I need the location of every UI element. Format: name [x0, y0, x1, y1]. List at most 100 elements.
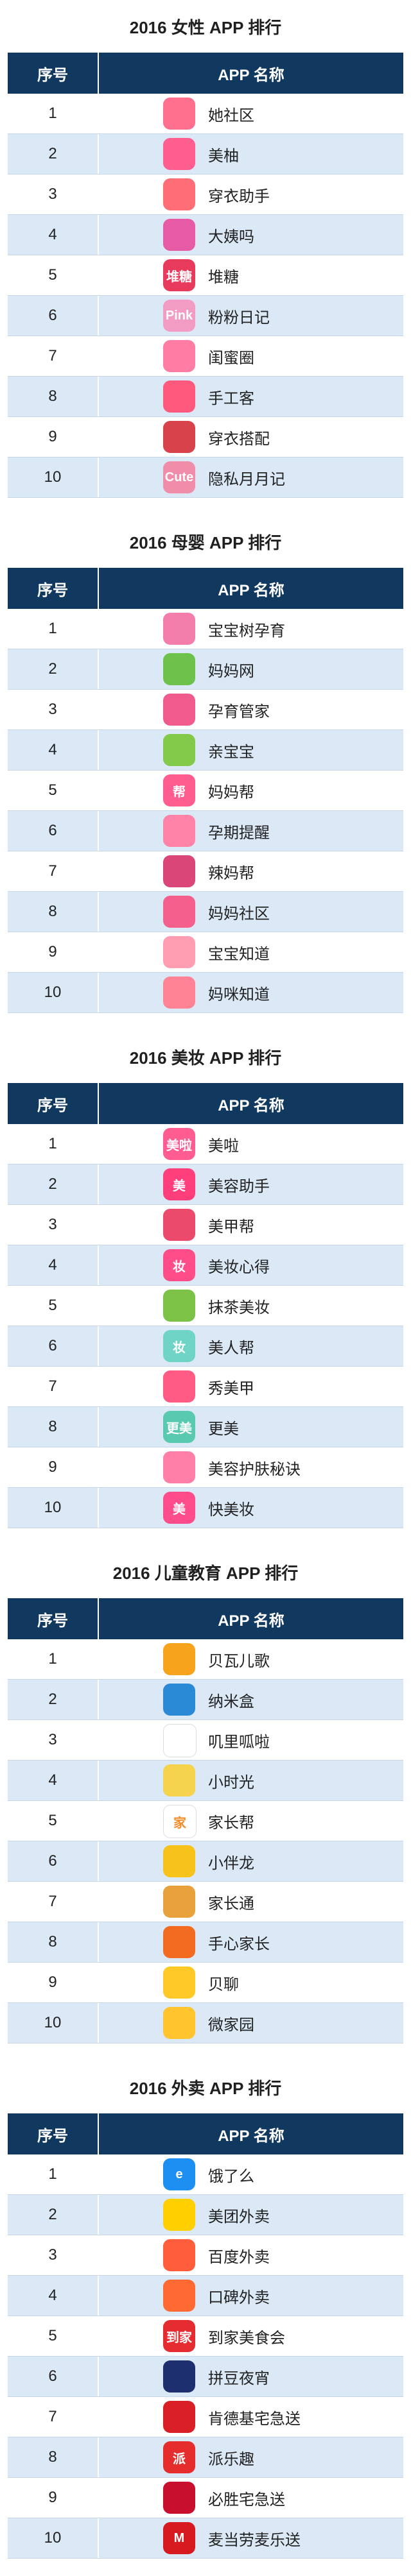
- app-cell: 穿衣搭配: [99, 417, 403, 457]
- table-row: 4 妆 美妆心得: [8, 1245, 403, 1286]
- ranking-table: 序号 APP 名称 1 宝宝树孕育 2 妈妈网: [8, 568, 403, 1013]
- beauty-icon: 美: [163, 1168, 195, 1200]
- rank-cell: 2: [8, 1680, 99, 1719]
- table-row: 10 微家园: [8, 2003, 403, 2043]
- table-row: 6 Pink 粉粉日记: [8, 296, 403, 336]
- app-name: 必胜宅急送: [208, 2491, 285, 2509]
- app-cell: 抹茶美妆: [99, 1286, 403, 1326]
- pregnant-icon: [163, 694, 195, 726]
- matcha-icon: [163, 1290, 195, 1322]
- app-name: 宝宝树孕育: [208, 622, 285, 640]
- app-cell: 纳米盒: [99, 1680, 403, 1719]
- makeup-icon: 妆: [163, 1249, 195, 1281]
- app-cell: 美啦 美啦: [99, 1124, 403, 1164]
- table-row: 5 堆糖 堆糖: [8, 255, 403, 296]
- app-cell: 派 派乐趣: [99, 2437, 403, 2477]
- rank-cell: 9: [8, 417, 99, 457]
- bear-icon: [163, 1643, 195, 1675]
- parent-icon: 家: [163, 1805, 197, 1838]
- rank-cell: 6: [8, 811, 99, 851]
- table-row: 9 贝聊: [8, 1963, 403, 2003]
- ranking-section: 2016 女性 APP 排行 序号 APP 名称 1 她社区 2 美: [0, 0, 411, 515]
- app-cell: 美团外卖: [99, 2195, 403, 2235]
- manicure-icon: [163, 1370, 195, 1403]
- rank-cell: 4: [8, 2276, 99, 2316]
- table-row: 7 辣妈帮: [8, 851, 403, 892]
- rank-cell: 2: [8, 2195, 99, 2235]
- app-cell: 亲宝宝: [99, 730, 403, 770]
- table-row: 8 手工客: [8, 377, 403, 417]
- app-cell: 更美 更美: [99, 1407, 403, 1447]
- app-name: 妈妈社区: [208, 905, 270, 923]
- app-name: 闺蜜圈: [208, 349, 254, 367]
- tv-icon: [163, 1886, 195, 1918]
- rank-cell: 1: [8, 1639, 99, 1679]
- table-row: 1 宝宝树孕育: [8, 609, 403, 649]
- app-name: 美妆心得: [208, 1258, 270, 1276]
- mcdonalds-icon: M: [163, 2522, 195, 2554]
- kfc-icon: [163, 2401, 195, 2433]
- app-cell: 必胜宅急送: [99, 2478, 403, 2518]
- app-cell: 贝瓦儿歌: [99, 1639, 403, 1679]
- baby-icon: [163, 936, 195, 968]
- app-name: 亲宝宝: [208, 743, 254, 761]
- heart-icon: [163, 855, 195, 887]
- table-row: 9 美容护肤秘诀: [8, 1447, 403, 1488]
- app-name-column-header: APP 名称: [218, 1096, 284, 1114]
- rank-cell: 8: [8, 892, 99, 932]
- app-cell: 到家 到家美食会: [99, 2316, 403, 2356]
- table-row: 6 妆 美人帮: [8, 1326, 403, 1367]
- table-header: 序号 APP 名称: [8, 53, 403, 94]
- table-row: 6 孕期提醒: [8, 811, 403, 851]
- house-icon: [163, 896, 195, 928]
- table-row: 9 必胜宅急送: [8, 2478, 403, 2518]
- app-cell: 闺蜜圈: [99, 336, 403, 376]
- table-row: 10 Cute 隐私月月记: [8, 457, 403, 498]
- table-row: 5 帮 妈妈帮: [8, 771, 403, 811]
- rank-cell: 9: [8, 1447, 99, 1487]
- app-name: 堆糖: [208, 268, 239, 286]
- app-cell: 穿衣助手: [99, 175, 403, 214]
- daojia-icon: 到家: [163, 2320, 195, 2352]
- app-name: 贝瓦儿歌: [208, 1652, 270, 1670]
- app-name: 微家园: [208, 2016, 254, 2034]
- rank-cell: 3: [8, 2235, 99, 2275]
- skincare-icon: [163, 1451, 195, 1483]
- app-name: 手心家长: [208, 1935, 270, 1953]
- table-row: 8 派 派乐趣: [8, 2437, 403, 2478]
- rank-cell: 5: [8, 1801, 99, 1841]
- rank-cell: 6: [8, 296, 99, 336]
- app-cell: 宝宝树孕育: [99, 609, 403, 649]
- app-cell: 美 美容助手: [99, 1164, 403, 1204]
- ranking-section: 2016 儿童教育 APP 排行 序号 APP 名称 1 贝瓦儿歌 2: [0, 1546, 411, 2061]
- table-row: 6 小伴龙: [8, 1841, 403, 1882]
- rank-cell: 2: [8, 649, 99, 689]
- table-header: 序号 APP 名称: [8, 1083, 403, 1124]
- table-row: 5 到家 到家美食会: [8, 2316, 403, 2357]
- table-row: 7 家长通: [8, 1882, 403, 1922]
- table-row: 10 美 快美妆: [8, 1488, 403, 1528]
- app-cell: Pink 粉粉日记: [99, 296, 403, 336]
- rank-cell: 3: [8, 1720, 99, 1760]
- rank-cell: 5: [8, 255, 99, 295]
- rabbit-icon: [163, 1764, 195, 1796]
- ranking-section: 2016 外卖 APP 排行 序号 APP 名称 1 e 饿了么 2: [0, 2061, 411, 2576]
- rank-cell: 4: [8, 730, 99, 770]
- app-name: 抹茶美妆: [208, 1299, 270, 1317]
- table-row: 9 宝宝知道: [8, 932, 403, 973]
- flower-icon: [163, 138, 195, 170]
- table-row: 10 M 麦当劳麦乐送: [8, 2518, 403, 2559]
- app-name: 派乐趣: [208, 2450, 254, 2468]
- app-name: 家长帮: [208, 1814, 254, 1832]
- app-cell: 百度外卖: [99, 2235, 403, 2275]
- app-cell: 家 家长帮: [99, 1801, 403, 1841]
- section-title: 2016 儿童教育 APP 排行: [112, 1563, 299, 1583]
- rank-cell: 2: [8, 134, 99, 174]
- night-icon: [163, 2360, 195, 2393]
- smile-icon: [163, 2007, 195, 2039]
- table-row: 3 孕育管家: [8, 690, 403, 730]
- table-row: 7 肯德基宅急送: [8, 2397, 403, 2437]
- rank-cell: 4: [8, 215, 99, 255]
- table-header: 序号 APP 名称: [8, 2113, 403, 2154]
- app-name: 孕期提醒: [208, 824, 270, 842]
